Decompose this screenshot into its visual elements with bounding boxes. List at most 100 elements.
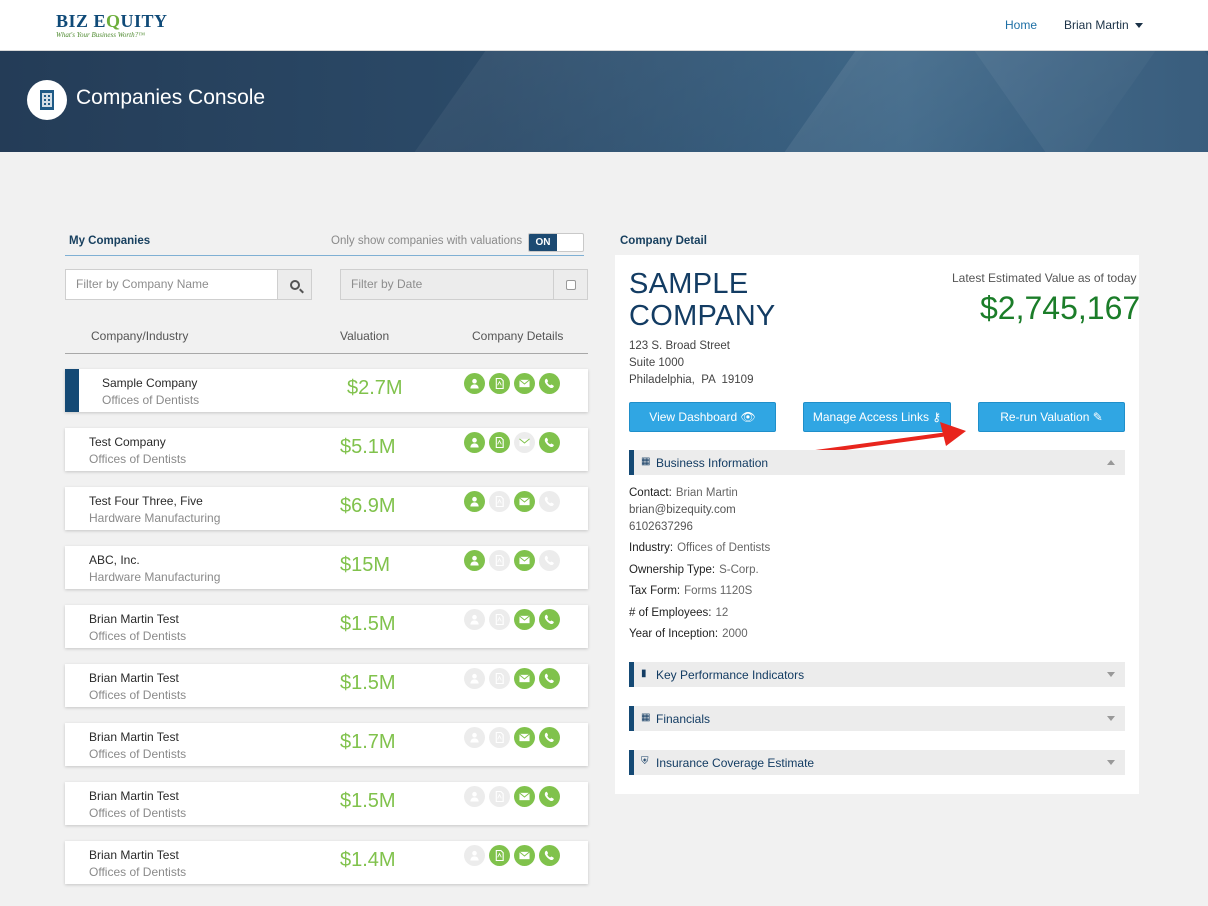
pdf-icon — [489, 609, 510, 630]
user-icon — [464, 727, 485, 748]
pdf-icon[interactable] — [489, 432, 510, 453]
company-row[interactable]: Brian Martin Test Offices of Dentists $1.5… — [65, 664, 588, 707]
user-menu[interactable]: Brian Martin — [1064, 18, 1143, 32]
email-icon[interactable] — [514, 668, 535, 689]
user-icon — [464, 609, 485, 630]
phone-icon[interactable] — [539, 373, 560, 394]
company-valuation: $1.4M — [340, 849, 396, 871]
user-icon[interactable] — [464, 550, 485, 571]
email-icon[interactable] — [514, 727, 535, 748]
company-row[interactable]: Brian Martin Test Offices of Dentists $1.5… — [65, 605, 588, 648]
address-line-2: Suite 1000 — [629, 357, 684, 369]
company-name: Test Company — [89, 435, 166, 449]
contact-row: Contact: Brian Martin — [629, 487, 738, 499]
user-icon[interactable] — [464, 373, 485, 394]
user-icon — [464, 845, 485, 866]
pdf-icon[interactable] — [489, 373, 510, 394]
user-icon — [464, 668, 485, 689]
ownership-row: Ownership Type: S-Corp. — [629, 564, 759, 576]
search-icon — [289, 279, 300, 290]
bizequity-logo[interactable]: BIZ EQUITY What's Your Business Worth?™ — [56, 11, 168, 39]
company-detail-icons — [464, 432, 560, 453]
building-icon — [27, 80, 67, 120]
company-industry: Hardware Manufacturing — [89, 511, 221, 525]
company-row[interactable]: Sample Company Offices of Dentists $2.7M — [65, 369, 588, 412]
email-icon[interactable] — [514, 491, 535, 512]
edit-icon: ✎ — [1092, 410, 1103, 424]
accordion-kpi[interactable]: ▮ Key Performance Indicators — [629, 662, 1125, 687]
date-filter-checkbox[interactable] — [553, 269, 588, 300]
email-icon[interactable] — [514, 550, 535, 571]
my-companies-title: My Companies — [69, 235, 151, 247]
company-name: Brian Martin Test — [89, 730, 179, 744]
manage-access-links-button[interactable]: Manage Access Links ⚷ — [803, 402, 951, 432]
phone-icon[interactable] — [539, 727, 560, 748]
company-row[interactable]: Brian Martin Test Offices of Dentists $1.7… — [65, 723, 588, 766]
rerun-valuation-button[interactable]: Re-run Valuation ✎ — [978, 402, 1125, 432]
filter-date-input[interactable]: Filter by Date — [340, 269, 555, 300]
phone-icon[interactable] — [539, 845, 560, 866]
caret-down-icon — [1134, 23, 1143, 29]
pdf-icon — [489, 550, 510, 571]
employees-row: # of Employees: 12 — [629, 607, 729, 619]
company-detail-panel — [615, 255, 1139, 794]
column-details: Company Details — [472, 329, 564, 343]
user-name: Brian Martin — [1064, 18, 1129, 32]
company-industry: Offices of Dentists — [102, 393, 200, 407]
filter-company-name-input[interactable]: Filter by Company Name — [65, 269, 278, 300]
company-industry: Offices of Dentists — [89, 629, 187, 643]
company-valuation: $1.5M — [340, 613, 396, 635]
company-detail-icons — [464, 491, 560, 512]
company-valuation: $1.5M — [340, 790, 396, 812]
accordion-insurance[interactable]: ⛨ Insurance Coverage Estimate — [629, 750, 1125, 775]
nav-home-link[interactable]: Home — [1005, 18, 1038, 32]
company-valuation: $1.7M — [340, 731, 396, 753]
phone-icon[interactable] — [539, 668, 560, 689]
column-valuation: Valuation — [340, 329, 390, 343]
company-name: Brian Martin Test — [89, 848, 179, 862]
caret-down-icon — [1107, 672, 1115, 677]
email-icon — [514, 432, 535, 453]
valuation-toggle[interactable]: ON — [528, 233, 584, 252]
address-line-1: 123 S. Broad Street — [629, 340, 731, 352]
phone-icon — [539, 491, 560, 512]
company-detail-title: Company Detail — [620, 235, 707, 247]
page-banner: Companies Console — [0, 51, 1208, 152]
company-industry: Offices of Dentists — [89, 806, 187, 820]
email-icon[interactable] — [514, 786, 535, 807]
phone-icon[interactable] — [539, 609, 560, 630]
phone-icon[interactable] — [539, 786, 560, 807]
taxform-row: Tax Form: Forms 1120S — [629, 585, 753, 597]
email-icon[interactable] — [514, 373, 535, 394]
company-valuation: $15M — [340, 554, 391, 576]
email-icon[interactable] — [514, 609, 535, 630]
accordion-business-information[interactable]: ▦ Business Information — [629, 450, 1125, 475]
pdf-icon[interactable] — [489, 845, 510, 866]
company-detail-icons — [464, 668, 560, 689]
estimate-label: Latest Estimated Value as of today — [952, 271, 1137, 285]
company-detail-icons — [464, 373, 560, 394]
pdf-icon — [489, 786, 510, 807]
company-row[interactable]: ABC, Inc. Hardware Manufacturing $15M — [65, 546, 588, 589]
pdf-icon — [489, 727, 510, 748]
company-row[interactable]: Test Company Offices of Dentists $5.1M — [65, 428, 588, 471]
user-icon[interactable] — [464, 432, 485, 453]
caret-up-icon — [1107, 460, 1115, 465]
company-name: ABC, Inc. — [89, 553, 140, 567]
bar-chart-icon: ▮ — [641, 668, 647, 679]
key-icon: ⚷ — [932, 410, 942, 424]
company-row[interactable]: Test Four Three, Five Hardware Manufactur… — [65, 487, 588, 530]
column-company: Company/Industry — [91, 329, 189, 343]
phone-icon[interactable] — [539, 432, 560, 453]
caret-down-icon — [1107, 760, 1115, 765]
accordion-financials[interactable]: ▦ Financials — [629, 706, 1125, 731]
view-dashboard-button[interactable]: View Dashboard 👁 — [629, 402, 776, 432]
company-name: SAMPLE COMPANY — [629, 268, 776, 332]
calculator-icon: ▦ — [641, 712, 651, 723]
valuation-toggle-label: Only show companies with valuations — [331, 235, 523, 247]
company-row[interactable]: Brian Martin Test Offices of Dentists $1.5… — [65, 782, 588, 825]
company-row[interactable]: Brian Martin Test Offices of Dentists $1.4… — [65, 841, 588, 884]
search-button[interactable] — [277, 269, 312, 300]
email-icon[interactable] — [514, 845, 535, 866]
user-icon[interactable] — [464, 491, 485, 512]
